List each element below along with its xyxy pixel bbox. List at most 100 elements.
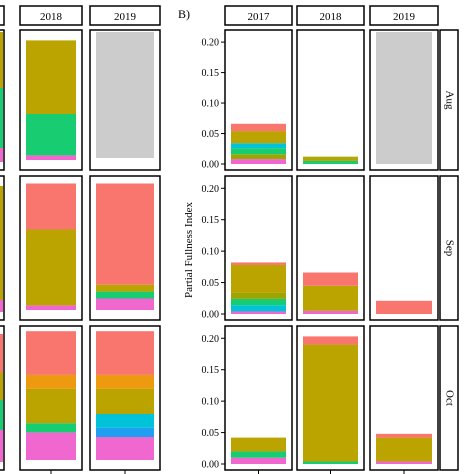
- panel-b-bar-segment-pink-0: [231, 311, 286, 314]
- panel-a-facet-frame: [19, 175, 83, 321]
- panel-b-column-label: 2017: [248, 11, 271, 23]
- panel-b-bar-segment-cyan-1: [231, 305, 286, 312]
- panel-b-y-tick-label: 0.00: [202, 310, 220, 321]
- panel-b-y-tick-label: 0.20: [202, 38, 220, 49]
- panel-a-partial-bar: [0, 230, 3, 300]
- panel-b-y-tick-label: 0.05: [202, 278, 220, 289]
- panel-b-column-label: 2018: [320, 11, 343, 23]
- panel-a-bar-segment-pink-0: [26, 432, 76, 460]
- panel-b-bar-segment-olive-1: [303, 157, 358, 161]
- panel-b-bar-segment-green-0: [303, 160, 358, 164]
- panel-b-y-tick-label: 0.20: [202, 184, 220, 195]
- panel-b-bar-segment-olive-4: [231, 264, 286, 293]
- panel-a-bar-segment-pink-0: [96, 298, 154, 310]
- panel-b-facet-frame: [224, 29, 293, 171]
- panel-a-partial-strip: [0, 5, 5, 26]
- panel-a-bar-segment-orange-3: [26, 374, 76, 389]
- panel-b-y-axis-title: Partial Fullness Index: [183, 202, 195, 298]
- panel-b-row-label: Oct: [443, 390, 455, 406]
- panel-b-bar-segment-salmon-0: [376, 300, 432, 314]
- panel-a-bar-missing: [96, 32, 154, 158]
- panel-b-facet-frame: [296, 29, 365, 171]
- panel-b-strip: [296, 5, 365, 26]
- panel-b-tag: B): [178, 7, 190, 21]
- panel-b-bar-segment-green-0: [303, 461, 358, 464]
- panel-a-bar-segment-pink-0: [26, 155, 76, 160]
- panel-a-partial-frame: [0, 29, 5, 171]
- panel-b-bar-segment-cyan-3: [231, 143, 286, 149]
- panel-b-facet-frame: [369, 29, 439, 171]
- panel-b-bar-segment-olive-1: [303, 344, 358, 462]
- panel-b-bar-segment-olive-1: [376, 437, 432, 462]
- panel-b-bar-segment-salmon-5: [231, 123, 286, 132]
- panel-a-bar-segment-salmon-3: [96, 183, 154, 285]
- panel-a-bar-segment-salmon-4: [26, 331, 76, 375]
- panel-b-row-label: Sep: [443, 240, 455, 257]
- panel-a-strip: [89, 5, 161, 26]
- panel-a-bar-segment-green-1: [26, 114, 76, 156]
- panel-b-facet-frame: [296, 175, 365, 321]
- panel-b-strip: [369, 5, 439, 26]
- panel-a-partial-bar: [0, 334, 3, 372]
- panel-a-column-label: 2019: [114, 11, 137, 23]
- panel-a-column-label: 2018: [40, 11, 63, 23]
- panel-a-partial-bar: [0, 400, 3, 430]
- panel-b-facet-frame: [224, 175, 293, 321]
- panel-b-facet-frame: [369, 175, 439, 321]
- panel-a-partial-bar: [0, 300, 3, 312]
- panel-a-facet-frame: [19, 29, 83, 171]
- panel-b-bar-segment-pink-0: [376, 461, 432, 464]
- panel-a-facet-frame: [89, 175, 161, 321]
- panel-a-facet-frame: [89, 29, 161, 171]
- panel-b-bar-segment-lime-2: [303, 156, 358, 158]
- panel-b-bar-segment-salmon-2: [303, 272, 358, 286]
- panel-b-bar-segment-pink-0: [303, 310, 358, 314]
- panel-a-partial-frame: [0, 175, 5, 321]
- panel-a-bar-segment-orange-4: [96, 374, 154, 389]
- panel-a-bar-segment-blue-1: [96, 427, 154, 437]
- panel-a-partial-bar: [0, 148, 3, 162]
- panel-b-bar-segment-salmon-5: [231, 262, 286, 265]
- panel-a-bar-segment-olive-2: [96, 284, 154, 292]
- panel-b-y-tick-label: 0.10: [202, 397, 220, 408]
- panel-b-bar-segment-pink-0: [231, 159, 286, 164]
- panel-b-y-tick-label: 0.10: [202, 247, 220, 258]
- panel-b-y-tick-label: 0.05: [202, 129, 220, 140]
- panel-b-bar-segment-olive-1: [303, 285, 358, 311]
- panel-a-partial-bar: [0, 32, 3, 88]
- panel-a-bar-segment-pink-0: [96, 437, 154, 460]
- panel-b-bar-segment-lime-3: [231, 292, 286, 299]
- panel-b-column-label: 2019: [393, 11, 416, 23]
- panel-b-y-tick-label: 0.00: [202, 460, 220, 471]
- panel-a-bar-segment-olive-1: [26, 229, 76, 306]
- panel-a-partial-bar: [0, 430, 3, 462]
- panel-b-row-strip: [439, 175, 459, 321]
- panel-b-y-tick-label: 0.00: [202, 160, 220, 171]
- panel-b-y-tick-label: 0.15: [202, 365, 220, 376]
- panel-b-y-tick-label: 0.15: [202, 68, 220, 79]
- panel-a-strip: [19, 5, 83, 26]
- panel-b-strip: [224, 5, 293, 26]
- panel-b-row-label: Aug: [443, 91, 455, 110]
- panel-b-row-strip: [439, 325, 459, 471]
- panel-b-y-tick-label: 0.15: [202, 215, 220, 226]
- panel-b-bar-segment-salmon-2: [303, 336, 358, 345]
- panel-b-bar-segment-lime-1: [231, 154, 286, 160]
- panel-a-bar-segment-salmon-2: [26, 183, 76, 230]
- panel-b-y-tick-label: 0.10: [202, 99, 220, 110]
- panel-b-y-tick-label: 0.20: [202, 334, 220, 345]
- panel-b-bar-segment-green-2: [231, 298, 286, 306]
- panel-a-bar-segment-salmon-5: [96, 331, 154, 375]
- panel-b-bar-segment-green-2: [231, 148, 286, 155]
- panel-b-bar-segment-olive-2: [231, 437, 286, 452]
- panel-a-bar-segment-olive-3: [96, 388, 154, 414]
- panel-a-partial-bar: [0, 88, 3, 148]
- panel-b-y-tick-label: 0.05: [202, 428, 220, 439]
- panel-b-row-strip: [439, 29, 459, 171]
- panel-a-bar-segment-cyan-2: [96, 414, 154, 428]
- panel-b-bar-segment-green-1: [231, 451, 286, 458]
- panel-a-bar-segment-green-1: [26, 423, 76, 433]
- panel-a-partial-bar: [0, 372, 3, 400]
- panel-a-bar-segment-olive-2: [26, 40, 76, 114]
